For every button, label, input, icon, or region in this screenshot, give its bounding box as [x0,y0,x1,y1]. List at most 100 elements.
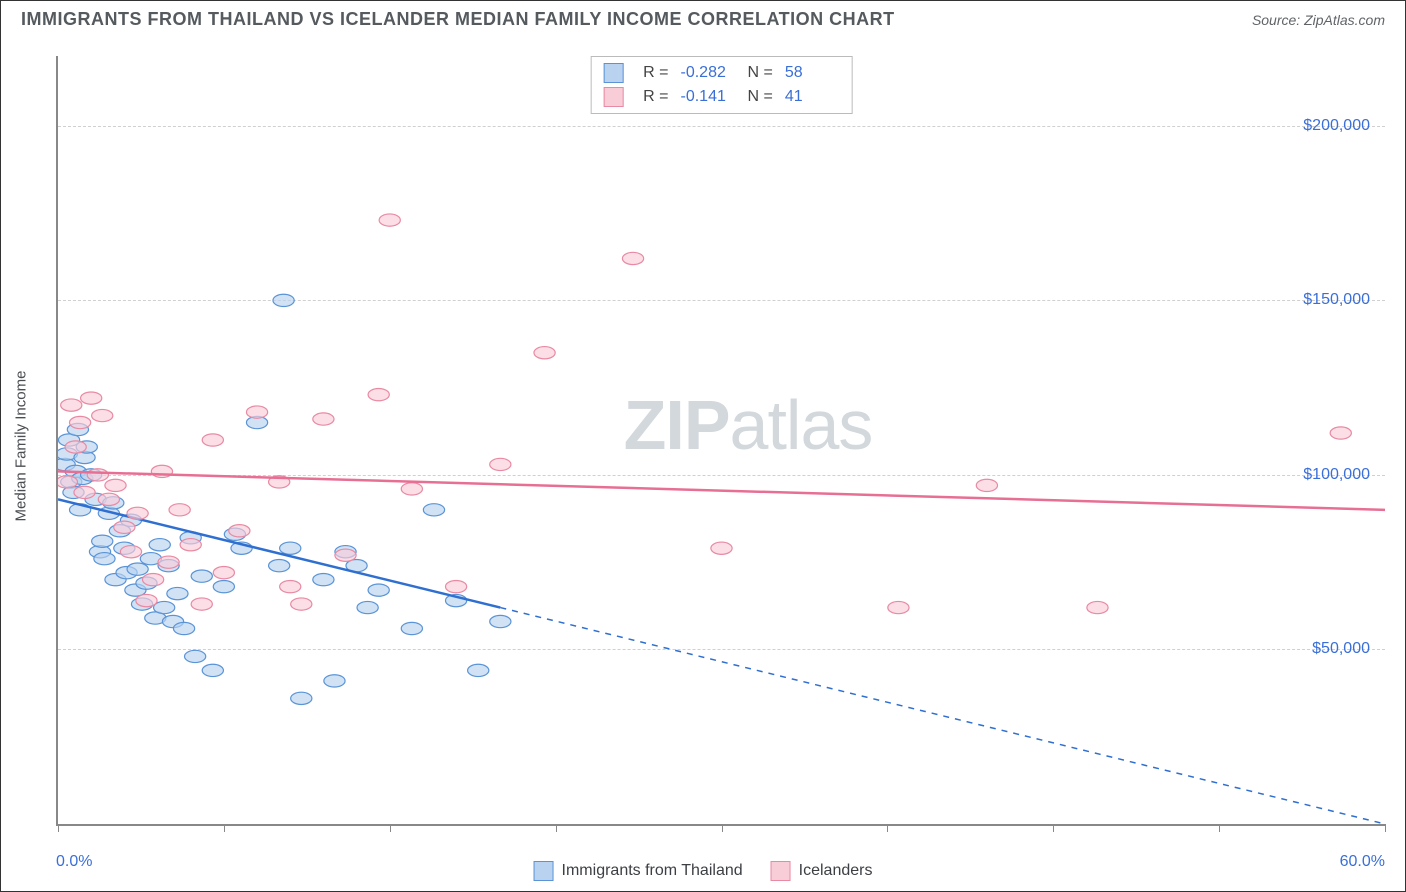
x-tick [1219,824,1220,832]
data-point [213,580,234,592]
data-point [136,594,157,606]
correlation-legend: R =-0.282N =58R =-0.141N =41 [590,56,853,114]
data-point [401,622,422,634]
y-axis-label: Median Family Income [13,371,30,522]
data-point [202,664,223,676]
data-point [167,587,188,599]
data-point [120,546,141,558]
data-point [92,409,113,421]
x-tick [887,824,888,832]
data-point [81,392,102,404]
data-point [280,542,301,554]
x-max-label: 60.0% [1340,853,1385,871]
chart-svg [58,56,1385,824]
data-point [423,504,444,516]
source-attribution: Source: ZipAtlas.com [1252,12,1385,28]
x-tick [1385,824,1386,832]
legend-text: Immigrants from Thailand [562,862,743,879]
data-point [191,570,212,582]
legend-item: Immigrants from Thailand [534,861,743,881]
data-point [149,539,170,551]
chart-title: IMMIGRANTS FROM THAILAND VS ICELANDER ME… [21,9,895,30]
data-point [1330,427,1351,439]
x-tick [390,824,391,832]
r-label: R = [643,85,668,109]
legend-swatch [603,87,623,107]
data-point [291,692,312,704]
legend-item: Icelanders [771,861,873,881]
legend-row: R =-0.282N =58 [603,61,840,85]
data-point [246,406,267,418]
legend-swatch [603,63,623,83]
data-point [280,580,301,592]
data-point [229,525,250,537]
data-point [379,214,400,226]
data-point [1087,601,1108,613]
data-point [70,416,91,428]
data-point [65,441,86,453]
data-point [976,479,997,491]
data-point [191,598,212,610]
data-point [114,521,135,533]
data-point [335,549,356,561]
data-point [622,252,643,264]
data-point [173,622,194,634]
title-bar: IMMIGRANTS FROM THAILAND VS ICELANDER ME… [1,1,1405,34]
data-point [401,483,422,495]
data-point [98,493,119,505]
data-point [105,479,126,491]
data-point [213,567,234,579]
data-point [87,469,108,481]
data-point [127,507,148,519]
data-point [711,542,732,554]
data-point [185,650,206,662]
n-label: N = [748,85,773,109]
n-value: 41 [785,85,840,109]
data-point [74,486,95,498]
data-point [313,573,334,585]
x-tick [58,824,59,832]
data-point [92,535,113,547]
data-point [127,563,148,575]
data-point [58,476,77,488]
x-tick [722,824,723,832]
trend-line-extrapolated [500,608,1385,824]
data-point [313,413,334,425]
data-point [368,584,389,596]
legend-swatch [771,861,791,881]
data-point [180,539,201,551]
plot-area: Median Family Income ZIPatlas R =-0.282N… [46,56,1385,836]
x-min-label: 0.0% [56,853,92,871]
data-point [169,504,190,516]
data-point [324,675,345,687]
legend-row: R = -0.141 N = 41 [603,85,840,109]
data-point [357,601,378,613]
data-point [202,434,223,446]
x-tick [556,824,557,832]
series-legend: Immigrants from Thailand Icelanders [534,861,873,881]
data-point [534,347,555,359]
data-point [61,399,82,411]
data-point [94,553,115,565]
data-point [888,601,909,613]
r-value: -0.282 [681,61,736,85]
trend-line [58,471,1385,509]
r-value: -0.141 [681,85,736,109]
data-point [468,664,489,676]
n-label: N = [748,61,773,85]
data-point [269,560,290,572]
data-point [158,556,179,568]
data-point [445,580,466,592]
data-point [490,458,511,470]
data-point [273,294,294,306]
data-point [490,615,511,627]
legend-text: Icelanders [799,862,873,879]
data-point [142,573,163,585]
legend-swatch [534,861,554,881]
x-tick [1053,824,1054,832]
data-point [368,388,389,400]
data-point [291,598,312,610]
r-label: R = [643,61,668,85]
x-tick [224,824,225,832]
plot-surface: ZIPatlas R =-0.282N =58R =-0.141N =41 $5… [56,56,1385,826]
